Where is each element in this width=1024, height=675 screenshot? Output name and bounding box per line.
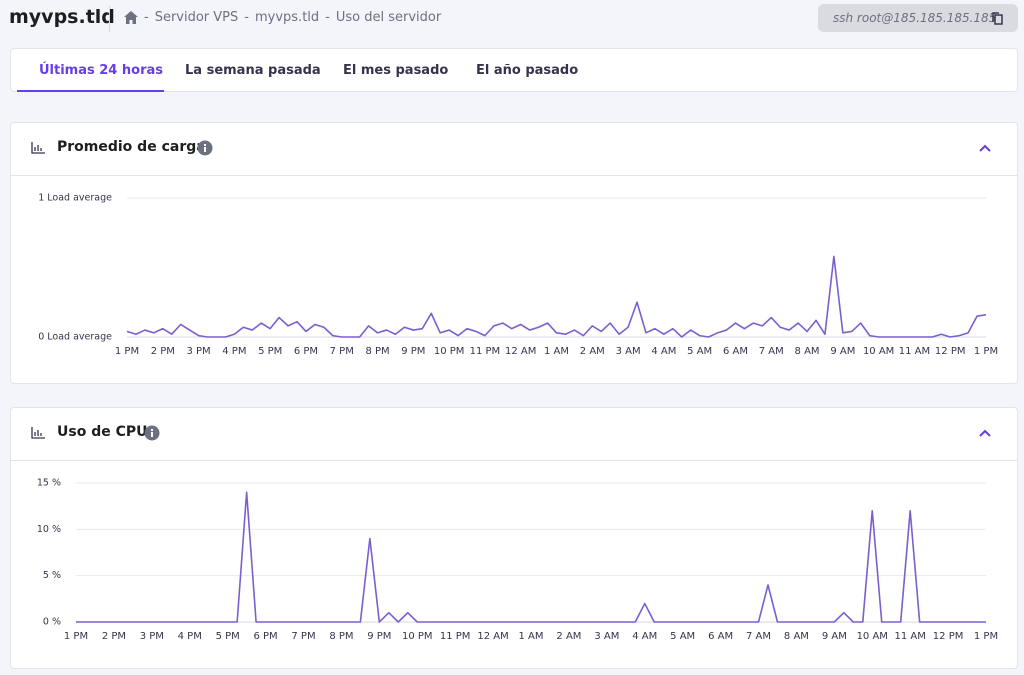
x-tick-label: 9 AM <box>830 346 855 357</box>
tab[interactable]: El año pasado <box>476 63 579 78</box>
x-tick-label: 12 AM <box>477 631 508 642</box>
panel-title: Uso de CPU <box>57 424 148 440</box>
y-tick-label: 15 % <box>37 478 61 489</box>
x-tick-label: 5 AM <box>687 346 712 357</box>
x-tick-label: 11 AM <box>899 346 930 357</box>
tab[interactable]: Últimas 24 horas <box>39 63 163 78</box>
x-tick-label: 7 PM <box>291 631 315 642</box>
x-tick-label: 6 AM <box>723 346 748 357</box>
x-tick-label: 1 PM <box>64 631 88 642</box>
x-tick-label: 10 PM <box>402 631 433 642</box>
x-tick-label: 8 PM <box>365 346 389 357</box>
x-tick-label: 3 PM <box>186 346 210 357</box>
crumb[interactable]: Servidor VPS <box>154 10 239 25</box>
breadcrumb: - Servidor VPS - myvps.tld - Uso del ser… <box>124 10 441 25</box>
x-tick-label: 3 AM <box>616 346 641 357</box>
chart: 0 Load average 1 Load average 1 PM 2 PM 3 PM… <box>38 193 998 358</box>
x-tick-label: 7 AM <box>759 346 784 357</box>
x-tick-label: 1 PM <box>974 631 998 642</box>
y-tick-label: 10 % <box>37 524 61 535</box>
x-tick-label: 3 AM <box>594 631 619 642</box>
home-icon[interactable] <box>124 11 138 24</box>
tabs: Últimas 24 horas La semana pasada El mes… <box>10 48 1018 92</box>
y-tick-label: 1 Load average <box>38 193 112 204</box>
x-tick-label: 12 AM <box>505 346 536 357</box>
x-tick-label: 4 PM <box>222 346 246 357</box>
x-tick-label: 12 PM <box>933 631 964 642</box>
info-icon[interactable] <box>144 425 160 441</box>
x-tick-label: 7 AM <box>746 631 771 642</box>
chart-icon <box>31 142 45 154</box>
panel-header: Uso de CPU <box>11 408 1017 461</box>
x-tick-label: 2 PM <box>151 346 175 357</box>
x-tick-label: 11 PM <box>470 346 501 357</box>
x-tick-label: 8 PM <box>329 631 353 642</box>
x-tick-label: 6 PM <box>294 346 318 357</box>
x-tick-label: 8 AM <box>795 346 820 357</box>
x-tick-label: 1 PM <box>974 346 998 357</box>
line <box>76 491 986 623</box>
y-tick-label: 5 % <box>43 570 61 581</box>
x-tick-label: 4 PM <box>178 631 202 642</box>
collapse-icon[interactable] <box>979 429 991 437</box>
panel-header: Promedio de carga <box>11 123 1017 176</box>
x-tick-label: 10 AM <box>863 346 894 357</box>
x-tick-label: 10 PM <box>434 346 465 357</box>
tab[interactable]: El mes pasado <box>343 63 449 78</box>
x-tick-label: 7 PM <box>330 346 354 357</box>
x-tick-label: 6 AM <box>708 631 733 642</box>
separator: - <box>244 10 249 25</box>
tab-indicator <box>17 90 164 92</box>
tab[interactable]: La semana pasada <box>185 63 321 78</box>
x-tick-label: 1 PM <box>115 346 139 357</box>
site-title: myvps.tld <box>9 6 115 28</box>
crumb: Uso del servidor <box>335 10 442 25</box>
x-tick-label: 11 PM <box>440 631 471 642</box>
panel: Uso de CPU 0 % 5 % 10 % 15 % 1 PM 2 PM 3 PM 4 P… <box>10 407 1018 669</box>
y-tick-label: 0 % <box>43 617 61 628</box>
x-tick-label: 1 AM <box>518 631 543 642</box>
line <box>126 255 987 338</box>
x-tick-label: 10 AM <box>857 631 888 642</box>
x-tick-label: 5 PM <box>258 346 282 357</box>
divider <box>109 6 110 32</box>
crumb[interactable]: myvps.tld <box>254 10 320 25</box>
x-tick-label: 12 PM <box>935 346 966 357</box>
chart: 0 % 5 % 10 % 15 % 1 PM 2 PM 3 PM 4 PM 5 PM 6 PM 7 … <box>37 478 998 643</box>
x-tick-label: 4 AM <box>632 631 657 642</box>
x-tick-label: 2 PM <box>102 631 126 642</box>
x-tick-label: 9 PM <box>401 346 425 357</box>
ssh-command: ssh root@185.185.185.185 <box>833 11 997 25</box>
separator: - <box>325 10 330 25</box>
x-tick-label: 11 AM <box>894 631 925 642</box>
info-icon[interactable] <box>197 140 213 156</box>
ssh-box: ssh root@185.185.185.185 <box>818 4 1018 32</box>
x-tick-label: 1 AM <box>544 346 569 357</box>
x-tick-label: 2 AM <box>556 631 581 642</box>
x-tick-label: 5 PM <box>216 631 240 642</box>
x-tick-label: 4 AM <box>651 346 676 357</box>
x-tick-label: 9 AM <box>822 631 847 642</box>
x-tick-label: 2 AM <box>580 346 605 357</box>
x-tick-label: 8 AM <box>784 631 809 642</box>
x-tick-label: 9 PM <box>367 631 391 642</box>
chart-icon <box>31 427 45 439</box>
x-tick-label: 6 PM <box>253 631 277 642</box>
x-tick-label: 5 AM <box>670 631 695 642</box>
panel: Promedio de carga 0 Load average 1 Load a… <box>10 122 1018 384</box>
collapse-icon[interactable] <box>979 144 991 152</box>
x-tick-label: 3 PM <box>140 631 164 642</box>
y-tick-label: 0 Load average <box>38 332 112 343</box>
panel-title: Promedio de carga <box>57 139 206 155</box>
copy-icon[interactable] <box>992 12 1003 25</box>
separator: - <box>144 10 149 25</box>
